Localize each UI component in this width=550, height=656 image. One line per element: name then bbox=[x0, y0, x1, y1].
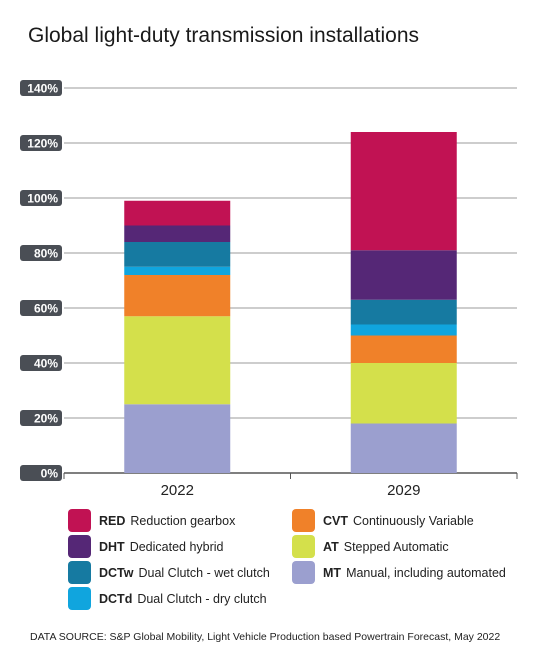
bar-segment-dht-2029 bbox=[350, 250, 457, 300]
y-tick-label: 60% bbox=[34, 302, 58, 316]
y-tick-badge bbox=[20, 465, 62, 481]
y-tick-label: 80% bbox=[34, 247, 58, 261]
y-tick-badge bbox=[20, 80, 62, 96]
x-tick-label: 2022 bbox=[161, 482, 194, 499]
x-tick-label: 2029 bbox=[387, 482, 420, 499]
y-tick-label: 20% bbox=[34, 412, 58, 426]
y-tick-badge bbox=[20, 410, 62, 426]
y-tick-label: 0% bbox=[41, 467, 59, 481]
bar-segment-dctw-2022 bbox=[124, 242, 231, 267]
y-tick-label: 120% bbox=[27, 137, 58, 151]
bar-segment-cvt-2022 bbox=[124, 275, 231, 317]
bar-segment-cvt-2029 bbox=[350, 335, 457, 363]
chart-title: Global light-duty transmission installat… bbox=[28, 24, 420, 47]
data-source-note: DATA SOURCE: S&P Global Mobility, Light … bbox=[30, 631, 501, 643]
y-tick-label: 100% bbox=[27, 192, 58, 206]
bar-segment-red-2029 bbox=[350, 132, 457, 251]
bar-segment-dctd-2022 bbox=[124, 266, 231, 275]
y-tick-label: 140% bbox=[27, 82, 58, 96]
bar-segment-at-2029 bbox=[350, 363, 457, 424]
bar-segment-mt-2022 bbox=[124, 404, 231, 473]
y-tick-badge bbox=[20, 190, 62, 206]
bar-segment-at-2022 bbox=[124, 316, 231, 405]
y-tick-label: 40% bbox=[34, 357, 58, 371]
y-tick-badge bbox=[20, 245, 62, 261]
bar-segment-red-2022 bbox=[124, 200, 231, 226]
bar-segment-dht-2022 bbox=[124, 225, 231, 242]
y-tick-badge bbox=[20, 135, 62, 151]
bar-segment-dctw-2029 bbox=[350, 299, 457, 325]
bar-segment-mt-2029 bbox=[350, 423, 457, 473]
y-tick-badge bbox=[20, 355, 62, 371]
y-tick-badge bbox=[20, 300, 62, 316]
bar-segment-dctd-2029 bbox=[350, 324, 457, 336]
